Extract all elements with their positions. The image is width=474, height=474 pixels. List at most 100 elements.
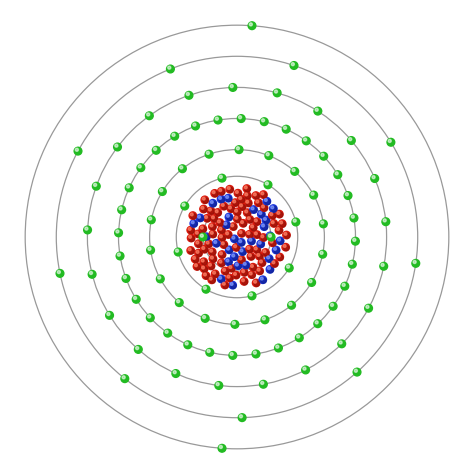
Circle shape — [338, 340, 346, 347]
Circle shape — [271, 241, 276, 246]
Circle shape — [236, 263, 238, 266]
Circle shape — [273, 246, 280, 254]
Circle shape — [268, 233, 271, 236]
Circle shape — [256, 200, 259, 203]
Circle shape — [204, 235, 210, 240]
Circle shape — [239, 197, 242, 200]
Circle shape — [202, 246, 205, 249]
Circle shape — [219, 228, 225, 233]
Circle shape — [189, 236, 191, 238]
Circle shape — [255, 219, 260, 225]
Circle shape — [351, 215, 355, 218]
Circle shape — [201, 260, 207, 265]
Circle shape — [250, 273, 255, 278]
Circle shape — [350, 214, 358, 222]
Circle shape — [231, 224, 234, 227]
Circle shape — [237, 147, 239, 150]
Circle shape — [200, 205, 207, 213]
Circle shape — [272, 221, 277, 227]
Circle shape — [211, 232, 216, 237]
Circle shape — [219, 189, 222, 191]
Circle shape — [233, 201, 239, 206]
Circle shape — [258, 241, 261, 244]
Circle shape — [202, 316, 206, 319]
Circle shape — [192, 221, 197, 227]
Circle shape — [235, 217, 241, 222]
Circle shape — [236, 191, 238, 193]
Circle shape — [253, 279, 260, 287]
Circle shape — [276, 228, 279, 230]
Circle shape — [154, 147, 156, 150]
Circle shape — [248, 218, 253, 223]
Circle shape — [283, 245, 286, 247]
Circle shape — [234, 273, 237, 275]
Circle shape — [191, 214, 196, 219]
Circle shape — [221, 203, 224, 206]
Circle shape — [223, 283, 228, 289]
Circle shape — [189, 248, 194, 254]
Circle shape — [213, 271, 216, 274]
Circle shape — [365, 304, 373, 312]
Circle shape — [247, 246, 250, 249]
Circle shape — [208, 276, 215, 283]
Circle shape — [229, 223, 237, 230]
Circle shape — [209, 264, 215, 269]
Circle shape — [249, 264, 257, 271]
Circle shape — [228, 187, 233, 193]
Circle shape — [245, 210, 247, 213]
Circle shape — [146, 113, 150, 116]
Circle shape — [194, 230, 201, 237]
Circle shape — [210, 250, 216, 255]
Circle shape — [218, 234, 226, 241]
Circle shape — [173, 371, 176, 374]
Circle shape — [242, 261, 249, 269]
Circle shape — [248, 22, 256, 29]
Circle shape — [242, 279, 245, 282]
Circle shape — [209, 223, 216, 230]
Circle shape — [256, 201, 262, 206]
Circle shape — [136, 346, 139, 350]
Circle shape — [245, 210, 251, 216]
Circle shape — [193, 263, 201, 270]
Circle shape — [238, 116, 242, 119]
Circle shape — [271, 221, 274, 224]
Circle shape — [148, 247, 151, 250]
Circle shape — [57, 271, 60, 273]
Circle shape — [245, 199, 252, 207]
Circle shape — [231, 199, 239, 206]
Circle shape — [210, 224, 213, 227]
Circle shape — [219, 252, 222, 255]
Circle shape — [228, 187, 230, 190]
Circle shape — [255, 247, 260, 253]
Circle shape — [205, 216, 208, 219]
Circle shape — [210, 201, 213, 203]
Circle shape — [353, 368, 361, 376]
Circle shape — [248, 254, 251, 256]
Circle shape — [319, 220, 327, 228]
Circle shape — [295, 334, 303, 342]
Circle shape — [218, 220, 223, 226]
Circle shape — [199, 233, 207, 241]
Circle shape — [284, 232, 287, 235]
Circle shape — [274, 90, 277, 93]
Circle shape — [352, 237, 359, 245]
Circle shape — [196, 232, 201, 237]
Circle shape — [90, 272, 92, 274]
Circle shape — [254, 193, 259, 199]
Circle shape — [156, 275, 164, 283]
Circle shape — [202, 197, 205, 200]
Circle shape — [270, 240, 273, 243]
Circle shape — [276, 210, 283, 218]
Circle shape — [232, 244, 240, 251]
Circle shape — [56, 270, 64, 277]
Circle shape — [214, 241, 220, 247]
Circle shape — [202, 285, 210, 293]
Circle shape — [413, 260, 416, 264]
Circle shape — [230, 283, 233, 285]
Circle shape — [195, 240, 202, 247]
Circle shape — [152, 146, 160, 154]
Circle shape — [115, 229, 122, 237]
Circle shape — [228, 264, 235, 272]
Circle shape — [251, 225, 254, 228]
Circle shape — [223, 269, 228, 274]
